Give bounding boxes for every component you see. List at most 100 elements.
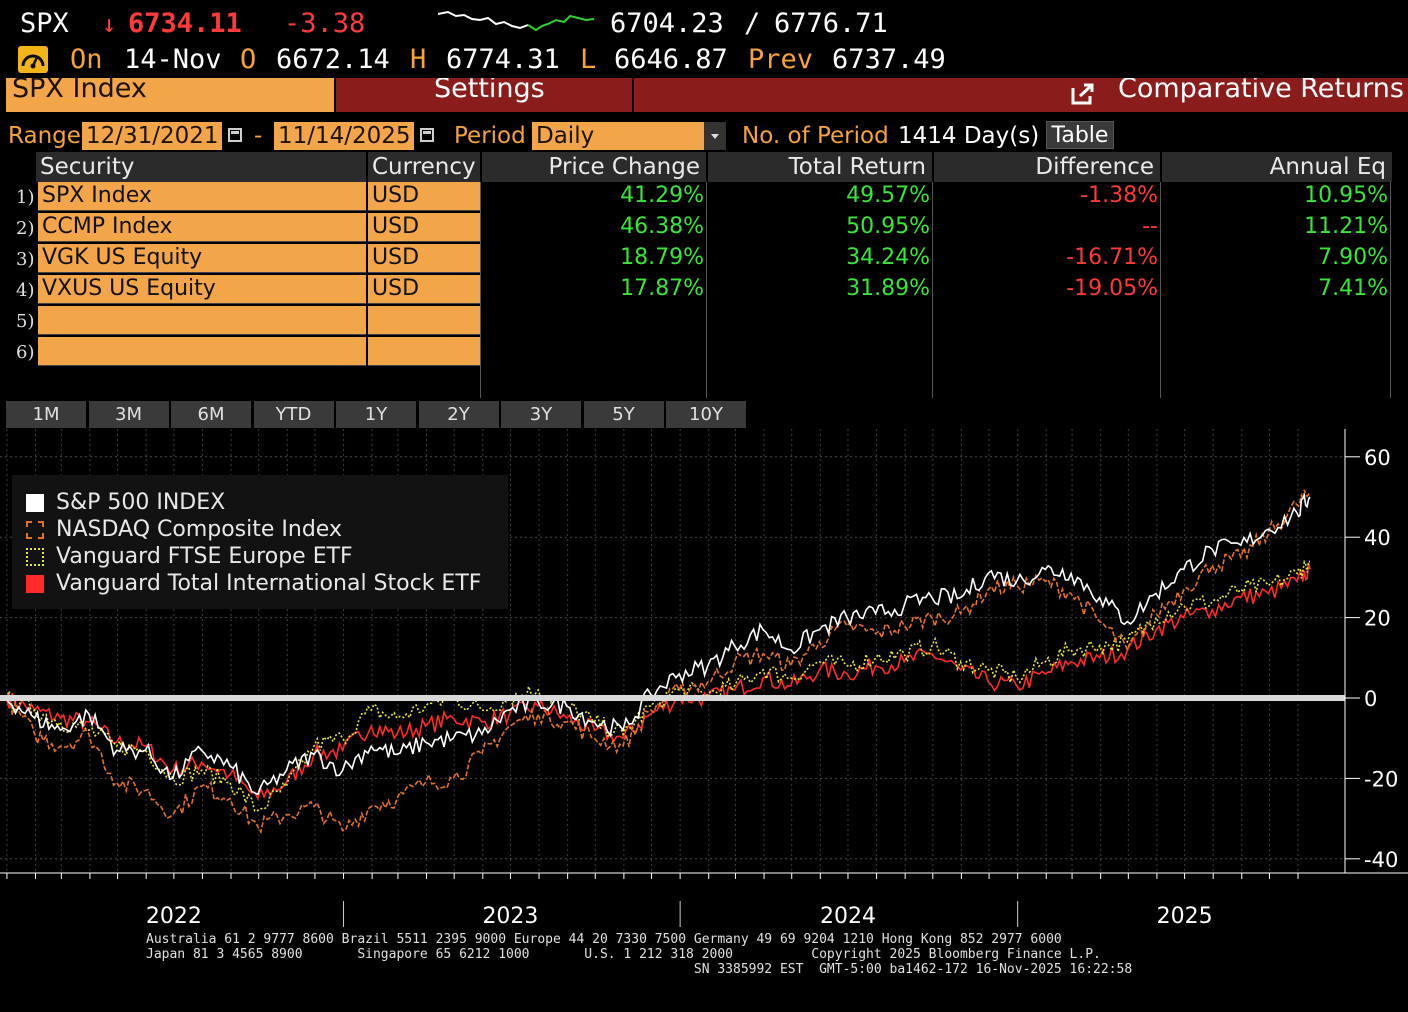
row-number: 5) <box>16 311 35 332</box>
row-number: 1) <box>16 187 35 208</box>
annual-eq-cell: 10.95% <box>1304 183 1388 208</box>
security-cell[interactable]: VGK US Equity <box>38 244 366 273</box>
currency-cell[interactable]: USD <box>368 275 480 304</box>
legend-swatch <box>26 575 44 593</box>
header-currency[interactable]: Currency <box>368 152 480 182</box>
security-cell[interactable] <box>38 337 366 366</box>
calendar-icon[interactable] <box>228 128 242 142</box>
currency-cell[interactable] <box>368 306 480 335</box>
comparative-tab-edge <box>1362 78 1408 112</box>
quote-line: SPX ↓ 6734.11 -3.38 6704.23 / 6776.71 <box>8 6 1400 42</box>
price-change-cell: 41.29% <box>620 183 704 208</box>
period-button-6m[interactable]: 6M <box>171 401 251 428</box>
header-total-return[interactable]: Total Return <box>708 152 932 182</box>
currency-cell[interactable]: USD <box>368 213 480 242</box>
period-button-5y[interactable]: 5Y <box>583 401 664 428</box>
range-label: Range <box>8 123 81 149</box>
difference-cell: -16.71% <box>1066 245 1158 270</box>
settings-tab-label: Settings <box>434 78 545 104</box>
low-value: 6646.87 <box>614 44 728 75</box>
footer-contacts: Australia 61 2 9777 8600 Brazil 5511 239… <box>146 932 1132 977</box>
open-value: 6672.14 <box>276 44 390 75</box>
comparative-tab-bar <box>634 78 1362 112</box>
calendar-icon[interactable] <box>420 128 434 142</box>
legend-swatch <box>26 521 44 539</box>
x-year-label: 2022 <box>146 904 202 929</box>
period-button-ytd[interactable]: YTD <box>253 401 334 428</box>
annual-eq-cell: 7.41% <box>1318 276 1388 301</box>
high-label: H <box>410 44 427 75</box>
annual-eq-cell: 11.21% <box>1304 214 1388 239</box>
total-return-cell: 49.57% <box>846 183 930 208</box>
period-button-3m[interactable]: 3M <box>88 401 169 428</box>
ask-price: 6776.71 <box>774 8 888 39</box>
y-tick-label: 60 <box>1364 446 1391 470</box>
price-change-cell: 18.79% <box>620 245 704 270</box>
difference-cell <box>934 337 1158 366</box>
period-button-1y[interactable]: 1Y <box>336 401 416 428</box>
sparkline-icon <box>438 10 595 32</box>
returns-table: Security Currency Price Change Total Ret… <box>6 152 1402 398</box>
period-label: Period <box>454 123 526 149</box>
chevron-down-icon <box>711 134 719 139</box>
security-cell[interactable] <box>38 306 366 335</box>
total-return-cell <box>708 306 930 335</box>
header-security[interactable]: Security <box>36 152 366 182</box>
price-change-cell: 17.87% <box>620 276 704 301</box>
security-tab[interactable]: SPX Index <box>6 78 334 112</box>
export-icon <box>1071 83 1094 105</box>
header-difference[interactable]: Difference <box>934 152 1160 182</box>
start-date-field[interactable]: 12/31/2021 <box>82 122 222 150</box>
table-button[interactable]: Table <box>1046 121 1114 149</box>
chart-legend: S&P 500 INDEX NASDAQ Composite Index Van… <box>12 475 508 609</box>
y-tick-label: 0 <box>1364 687 1377 711</box>
header-annual-eq[interactable]: Annual Eq <box>1162 152 1392 182</box>
period-button-2y[interactable]: 2Y <box>418 401 499 428</box>
ticker[interactable]: SPX <box>20 8 69 39</box>
legend-swatch <box>26 494 44 512</box>
gauge-icon[interactable] <box>18 46 48 73</box>
comparative-returns-tab[interactable]: Comparative Returns <box>1064 78 1404 112</box>
last-price: 6734.11 <box>128 8 242 39</box>
period-dropdown-button[interactable] <box>704 122 726 150</box>
column-divider <box>706 182 707 398</box>
prev-value: 6737.49 <box>832 44 946 75</box>
currency-cell[interactable] <box>368 337 480 366</box>
x-year-label: 2025 <box>1157 904 1213 929</box>
legend-swatch <box>26 548 44 566</box>
on-label: On <box>70 44 103 75</box>
period-button-3y[interactable]: 3Y <box>501 401 581 428</box>
session-line: On 14-Nov O 6672.14 H 6774.31 L 6646.87 … <box>8 42 1400 78</box>
bid-price: 6704.23 <box>610 8 724 39</box>
settings-tab[interactable]: Settings <box>336 78 632 112</box>
legend-label: Vanguard FTSE Europe ETF <box>56 544 353 569</box>
security-cell[interactable]: SPX Index <box>38 182 366 211</box>
period-select[interactable]: Daily <box>532 122 704 150</box>
period-button-10y[interactable]: 10Y <box>666 401 746 428</box>
currency-cell[interactable]: USD <box>368 244 480 273</box>
footer-line: SN 3385992 EST GMT-5:00 ba1462-172 16-No… <box>146 962 1133 977</box>
security-tab-label: SPX Index <box>12 78 147 104</box>
total-return-cell <box>708 337 930 366</box>
price-change: -3.38 <box>284 8 366 39</box>
x-axis-area <box>0 874 1408 1012</box>
x-year-label: 2024 <box>820 904 876 929</box>
period-button-1m[interactable]: 1M <box>6 401 86 428</box>
range-dash: - <box>254 123 263 149</box>
security-cell[interactable]: VXUS US Equity <box>38 275 366 304</box>
currency-cell[interactable]: USD <box>368 182 480 211</box>
security-cell[interactable]: CCMP Index <box>38 213 366 242</box>
end-date-field[interactable]: 11/14/2025 <box>274 122 414 150</box>
function-tabs: SPX Index Settings Comparative Returns <box>0 78 1408 112</box>
column-divider <box>480 182 481 398</box>
price-change-cell: 46.38% <box>620 214 704 239</box>
prev-label: Prev <box>748 44 814 75</box>
comparative-tab-label: Comparative Returns <box>1118 78 1404 104</box>
row-number: 6) <box>16 342 35 363</box>
bid-ask-separator: / <box>744 8 761 39</box>
header-price-change[interactable]: Price Change <box>482 152 706 182</box>
quote-date: 14-Nov <box>124 44 222 75</box>
footer-line: Australia 61 2 9777 8600 Brazil 5511 239… <box>146 932 1062 947</box>
y-tick-label: -40 <box>1364 848 1398 872</box>
annual-eq-cell <box>1162 306 1388 335</box>
